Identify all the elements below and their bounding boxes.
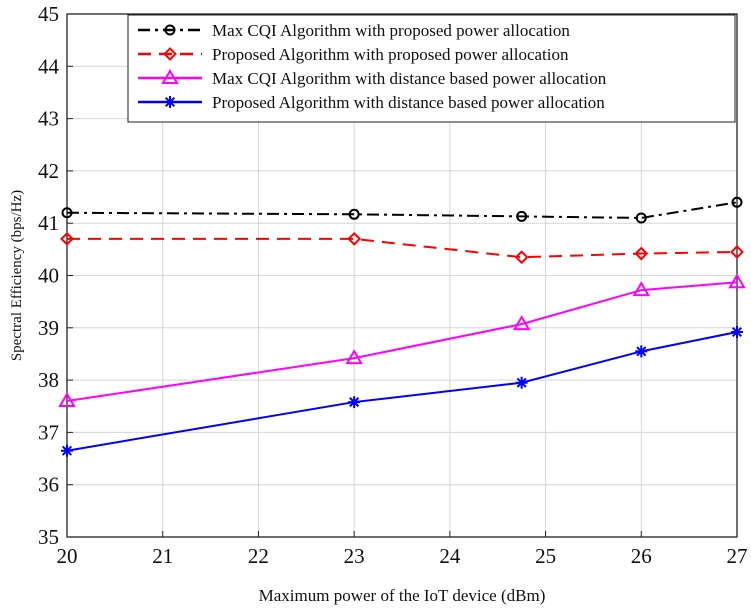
series-4 (61, 325, 743, 457)
series-marker (61, 207, 73, 219)
series-marker (514, 250, 529, 265)
series-marker (60, 231, 74, 246)
x-tick-label: 23 (344, 544, 365, 568)
y-tick-label: 43 (38, 107, 59, 131)
legend-label: Proposed Algorithm with proposed power a… (212, 45, 569, 64)
y-tick-label: 35 (38, 525, 59, 549)
series-line (66, 281, 738, 403)
series (58, 196, 746, 457)
ticks: 20 21 22 23 24 25 26 27 35 36 37 38 39 40 41 42 43 44 45 (38, 2, 748, 568)
series-line (66, 201, 738, 219)
y-tick-label: 41 (38, 211, 59, 235)
legend-label: Proposed Algorithm with distance based p… (212, 93, 605, 112)
series-marker (348, 208, 360, 220)
series-marker (635, 345, 648, 358)
series-marker (348, 396, 361, 409)
series-marker (730, 245, 744, 259)
y-tick-label: 38 (38, 368, 59, 392)
series-marker (632, 281, 651, 297)
series-marker (731, 325, 743, 338)
y-tick-label: 39 (38, 316, 59, 340)
series-marker (634, 246, 649, 261)
series-marker (164, 24, 176, 36)
y-tick-label: 37 (38, 420, 59, 444)
y-tick-label: 40 (38, 264, 59, 288)
y-tick-label: 42 (38, 159, 59, 183)
x-tick-label: 24 (439, 544, 461, 568)
x-tick-label: 21 (152, 544, 173, 568)
x-tick-label: 22 (248, 544, 269, 568)
y-tick-label: 45 (38, 2, 59, 26)
series-1 (61, 196, 743, 224)
x-tick-label: 25 (535, 544, 556, 568)
series-2 (60, 231, 744, 265)
series-marker (635, 212, 647, 224)
legend-label: Max CQI Algorithm with distance based po… (212, 69, 607, 88)
series-marker (61, 444, 73, 457)
legend-label: Max CQI Algorithm with proposed power al… (212, 21, 570, 40)
y-tick-label: 44 (38, 54, 60, 78)
series-marker (58, 392, 76, 408)
series-marker (516, 210, 528, 222)
series-marker (515, 376, 528, 389)
series-marker (728, 273, 746, 289)
series-marker (731, 196, 743, 208)
series-marker (163, 47, 177, 61)
y-tick-label: 36 (38, 473, 59, 497)
series-marker (345, 349, 363, 365)
series-3 (58, 273, 746, 408)
series-line (67, 237, 738, 259)
legend: Max CQI Algorithm with proposed power al… (127, 14, 736, 123)
x-tick-label: 26 (631, 544, 652, 568)
legend-box (127, 14, 736, 123)
x-axis-title: Maximum power of the IoT device (dBm) (259, 586, 546, 605)
series-marker (161, 69, 179, 84)
x-tick-label: 20 (57, 544, 78, 568)
series-marker (164, 96, 176, 108)
x-tick-label: 27 (727, 544, 748, 568)
y-axis-title: Spectral Efficiency (bps/Hz) (9, 190, 25, 361)
series-marker (512, 315, 531, 331)
series-marker (347, 231, 362, 246)
